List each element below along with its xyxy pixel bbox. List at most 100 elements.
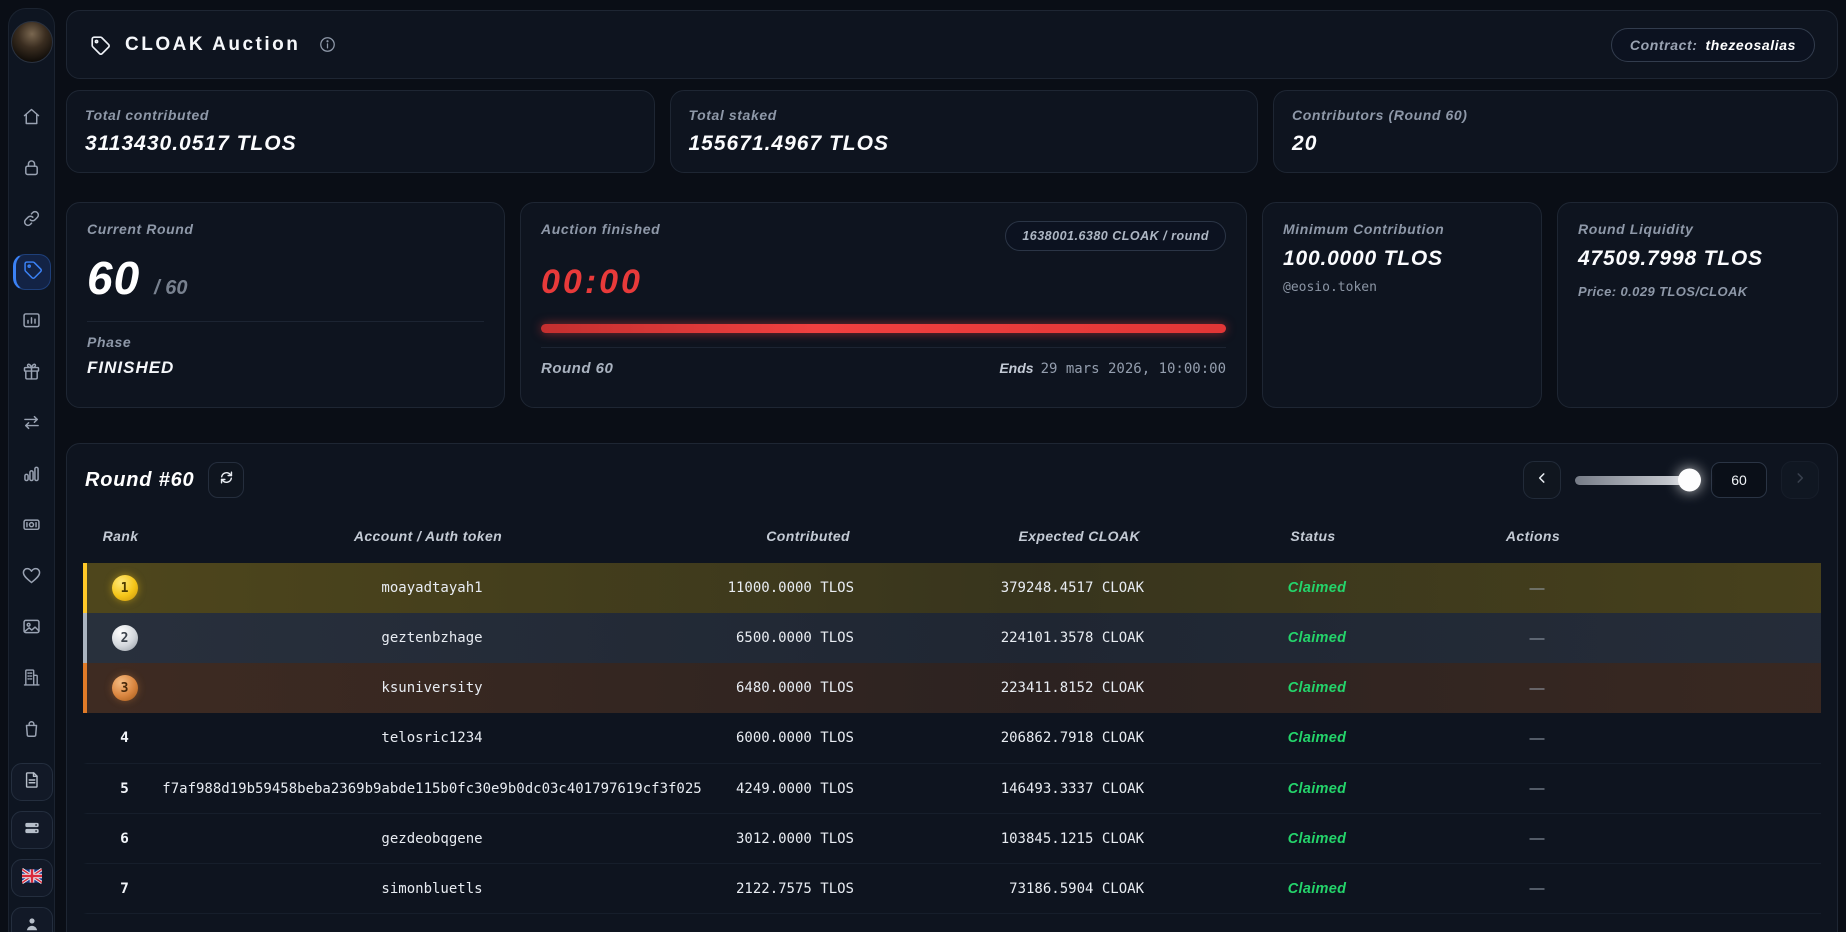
sidebar-item-favorites[interactable] <box>13 560 51 596</box>
sidebar-item-stats[interactable] <box>13 458 51 494</box>
row-account: telosric1234 <box>381 730 483 746</box>
contract-badge[interactable]: Contract: thezeosalias <box>1610 27 1815 62</box>
network-button[interactable] <box>10 811 53 849</box>
tag-icon <box>22 259 43 285</box>
table-row[interactable]: 7 simonbluetls 2122.7575 TLOS 73186.5904… <box>83 863 1821 913</box>
prev-round-button[interactable] <box>1523 461 1561 499</box>
table-row[interactable]: 6 gezdeobqgene 3012.0000 TLOS 103845.121… <box>83 813 1821 863</box>
round-liquidity-card: Round Liquidity 47509.7998 TLOS Price: 0… <box>1557 202 1838 408</box>
contract-label: Contract: <box>1629 36 1698 53</box>
row-contributed: 6000.0000 TLOS <box>735 730 854 746</box>
cloak-per-round-badge: 1638001.6380 CLOAK / round <box>1005 221 1226 251</box>
shopping-bag-icon <box>21 718 42 744</box>
table-row[interactable]: 2 geztenbzhage 6500.0000 TLOS 224101.357… <box>83 613 1821 663</box>
row-expected: 61991.3416 CLOAK <box>862 931 1152 932</box>
avatar[interactable] <box>10 21 53 63</box>
stat-label: Total staked <box>688 107 777 123</box>
current-round-value: 60 <box>87 252 141 304</box>
sidebar-item-organizations[interactable] <box>13 662 51 698</box>
rank-plain: 7 <box>120 880 129 897</box>
sidebar-item-rewards[interactable] <box>13 356 51 392</box>
table-row[interactable]: 1 moayadtayah1 11000.0000 TLOS 379248.45… <box>83 563 1821 613</box>
table-header-row: Rank Account / Auth token Contributed Ex… <box>83 521 1821 551</box>
sidebar-item-lock[interactable] <box>13 152 51 188</box>
min-contribution-value: 100.0000 TLOS <box>1283 247 1443 270</box>
sidebar-item-dashboard[interactable] <box>13 305 51 341</box>
building-icon <box>21 667 42 693</box>
next-round-button[interactable] <box>1781 461 1819 499</box>
cash-icon <box>21 514 42 540</box>
sidebar-item-auction[interactable] <box>12 254 51 290</box>
round-number-input[interactable] <box>1711 462 1767 498</box>
info-icon[interactable] <box>318 35 337 54</box>
ends-value: 29 mars 2026, 10:00:00 <box>1040 361 1226 377</box>
rank-plain: 4 <box>120 730 129 746</box>
stat-value: 3113430.0517 TLOS <box>85 132 297 155</box>
docs-button[interactable] <box>10 763 53 801</box>
rank-plain: 6 <box>120 830 129 847</box>
column-rank: Rank <box>102 528 139 544</box>
sidebar-item-shop[interactable] <box>13 713 51 749</box>
auction-round-label: Round 60 <box>541 360 614 377</box>
sidebar-item-swap[interactable] <box>13 407 51 443</box>
link-icon <box>21 208 42 234</box>
sidebar-nav <box>12 101 51 749</box>
row-account: ksuniversity <box>381 680 483 696</box>
row-contributed: 2122.7575 TLOS <box>735 880 854 897</box>
token-contract: @eosio.token <box>1283 280 1377 295</box>
table-body: 1 moayadtayah1 11000.0000 TLOS 379248.45… <box>83 563 1821 932</box>
sidebar-item-links[interactable] <box>13 203 51 239</box>
language-button[interactable] <box>10 859 53 897</box>
stat-value: 20 <box>1292 132 1318 155</box>
phase-label: Phase <box>87 334 132 350</box>
swap-icon <box>21 412 42 438</box>
sidebar-item-cash[interactable] <box>13 509 51 545</box>
sidebar-footer <box>10 763 53 932</box>
gift-icon <box>21 361 42 387</box>
row-account: savedsilence <box>162 931 702 932</box>
stat-label: Total contributed <box>85 107 210 123</box>
stats-row: Total contributed 3113430.0517 TLOS Tota… <box>66 90 1838 173</box>
rank-medal: 2 <box>111 625 138 651</box>
row-actions: — <box>1529 729 1545 747</box>
server-icon <box>22 818 42 843</box>
row-actions: — <box>1529 679 1545 697</box>
round-liquidity-label: Round Liquidity <box>1578 221 1694 237</box>
table-row[interactable]: 5 f7af988d19b59458beba2369b9abde115b0fc3… <box>83 763 1821 813</box>
round-slider-thumb[interactable] <box>1678 468 1701 492</box>
divider <box>541 347 1226 348</box>
row-account: f7af988d19b59458beba2369b9abde115b0fc30e… <box>162 780 702 797</box>
row-status: Claimed <box>1287 730 1347 746</box>
current-round-label: Current Round <box>87 221 194 237</box>
row-expected: 223411.8152 CLOAK <box>1000 680 1144 696</box>
bar-chart-icon <box>21 463 42 489</box>
sidebar-item-home[interactable] <box>13 101 51 137</box>
min-contribution-card: Minimum Contribution 100.0000 TLOS @eosi… <box>1262 202 1542 408</box>
row-account: simonbluetls <box>381 880 483 897</box>
user-icon <box>22 914 42 932</box>
table-row[interactable]: 3 ksuniversity 6480.0000 TLOS 223411.815… <box>83 663 1821 713</box>
round-slider[interactable] <box>1575 468 1701 492</box>
table-row[interactable]: 4 telosric1234 6000.0000 TLOS 206862.791… <box>83 713 1821 763</box>
stat-contributors: Contributors (Round 60) 20 <box>1273 90 1838 173</box>
refresh-button[interactable] <box>208 462 245 498</box>
row-expected: 146493.3337 CLOAK <box>1000 780 1144 797</box>
row-expected: 206862.7918 CLOAK <box>1000 730 1144 746</box>
rank-medal: 1 <box>111 575 138 601</box>
stat-label: Contributors (Round 60) <box>1292 107 1468 123</box>
row-account: geztenbzhage <box>381 630 483 646</box>
row-status: Claimed <box>1287 780 1347 797</box>
sidebar-item-nft[interactable] <box>13 611 51 647</box>
sidebar-panel <box>8 8 55 932</box>
home-icon <box>21 106 42 132</box>
row-contributed: 11000.0000 TLOS <box>727 580 854 596</box>
row-expected: 103845.1215 CLOAK <box>1000 830 1144 847</box>
stat-total-staked: Total staked 155671.4967 TLOS <box>669 90 1259 173</box>
account-button[interactable] <box>10 907 53 932</box>
auction-tag-icon <box>91 35 110 55</box>
row-status: Claimed <box>1152 931 1482 932</box>
table-row[interactable]: 8 savedsilence 1798.0423 TLOS 61991.3416… <box>83 913 1821 932</box>
row-actions: — <box>1529 880 1545 897</box>
ends-label: Ends <box>999 360 1034 376</box>
row-status: Claimed <box>1287 830 1347 847</box>
